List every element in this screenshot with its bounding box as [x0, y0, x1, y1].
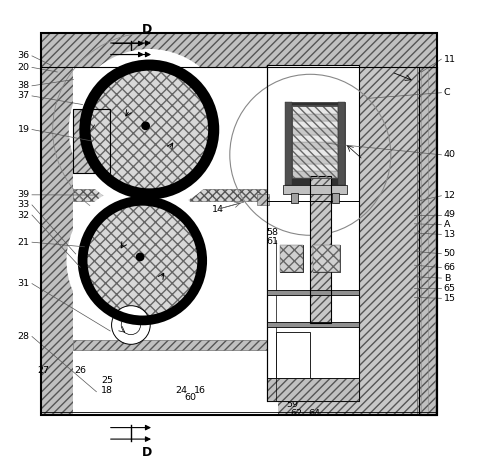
Text: 38: 38	[18, 81, 30, 90]
Bar	[338, 102, 345, 185]
Bar	[292, 149, 338, 156]
Circle shape	[142, 122, 149, 130]
Bar	[74, 340, 301, 350]
Bar	[276, 332, 310, 378]
Text: 40: 40	[444, 150, 456, 159]
Text: 59: 59	[286, 400, 298, 409]
Bar	[310, 175, 331, 323]
Bar	[292, 171, 338, 178]
Text: 21: 21	[18, 238, 30, 247]
Text: 24: 24	[175, 386, 187, 395]
Bar	[292, 113, 338, 121]
Text: 64: 64	[308, 409, 320, 418]
Bar	[332, 193, 339, 203]
Bar	[292, 156, 338, 163]
Bar	[292, 142, 338, 149]
Text: 66: 66	[444, 263, 456, 272]
Bar	[285, 102, 345, 185]
Bar	[281, 244, 304, 272]
Text: 16: 16	[194, 386, 206, 395]
Bar	[74, 201, 278, 340]
Bar	[313, 244, 340, 272]
Bar	[281, 244, 304, 272]
Bar	[41, 33, 437, 415]
Bar	[74, 189, 306, 201]
Text: 14: 14	[212, 205, 224, 213]
Circle shape	[69, 49, 230, 210]
Text: 32: 32	[18, 211, 30, 219]
Bar	[267, 289, 358, 295]
Text: 49: 49	[444, 210, 456, 219]
Bar	[292, 106, 338, 178]
Bar	[74, 68, 278, 415]
Text: D: D	[142, 23, 152, 36]
Text: 58: 58	[266, 228, 278, 237]
Text: 39: 39	[18, 190, 30, 200]
Text: A: A	[444, 220, 450, 229]
Bar	[267, 65, 358, 401]
Circle shape	[83, 201, 202, 320]
Bar	[267, 378, 358, 401]
Bar	[313, 244, 340, 272]
Text: 65: 65	[444, 284, 456, 293]
Bar	[41, 33, 437, 415]
Bar	[292, 106, 338, 178]
Bar	[310, 175, 331, 323]
Bar	[419, 68, 437, 415]
Text: 33: 33	[17, 200, 30, 209]
Text: 15: 15	[444, 294, 456, 303]
Text: 62: 62	[291, 409, 303, 418]
Text: D: D	[142, 446, 152, 459]
Bar	[74, 109, 110, 173]
Circle shape	[66, 185, 218, 337]
Circle shape	[85, 65, 214, 194]
Bar	[74, 109, 110, 173]
Text: 28: 28	[18, 332, 30, 341]
Bar	[292, 163, 338, 171]
Circle shape	[111, 306, 150, 344]
Text: 12: 12	[444, 191, 456, 200]
Bar	[267, 322, 358, 327]
Bar	[257, 194, 269, 206]
Text: 13: 13	[444, 230, 456, 239]
Text: 20: 20	[18, 63, 30, 72]
Text: 60: 60	[185, 393, 197, 401]
Text: 27: 27	[37, 366, 50, 375]
Bar	[291, 193, 298, 203]
Bar	[74, 350, 278, 415]
Circle shape	[136, 253, 144, 261]
Bar	[417, 68, 437, 415]
Text: C: C	[444, 88, 450, 97]
Text: 63: 63	[316, 393, 328, 401]
Text: 36: 36	[18, 51, 30, 60]
Text: 11: 11	[444, 55, 456, 63]
Text: 31: 31	[18, 279, 30, 288]
Bar	[292, 106, 338, 113]
Bar	[292, 128, 338, 135]
Text: 61: 61	[266, 237, 278, 246]
Text: 19: 19	[18, 125, 30, 134]
Bar	[419, 68, 437, 415]
Bar	[285, 102, 292, 185]
Bar	[292, 135, 338, 142]
Text: 37: 37	[18, 91, 30, 100]
Text: 26: 26	[74, 366, 87, 375]
Bar	[292, 121, 338, 128]
Bar	[74, 68, 278, 189]
Text: 25: 25	[101, 375, 113, 385]
Text: 17: 17	[279, 393, 291, 401]
Bar	[267, 378, 358, 401]
Bar	[282, 185, 347, 194]
Text: 18: 18	[101, 386, 113, 395]
Bar	[41, 68, 74, 415]
Text: B: B	[444, 274, 450, 282]
Bar	[41, 33, 437, 68]
Text: 50: 50	[444, 249, 456, 258]
